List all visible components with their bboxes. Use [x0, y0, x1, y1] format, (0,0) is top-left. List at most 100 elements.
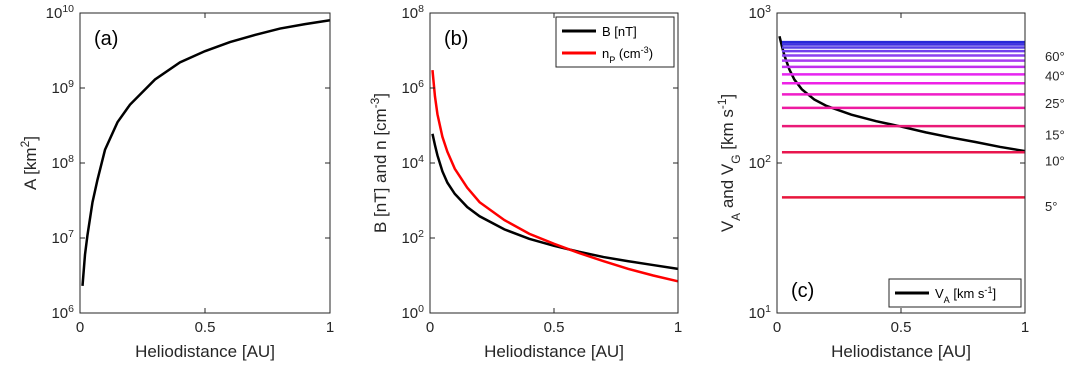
label-part: 2: [18, 140, 32, 147]
label-part: 10: [748, 305, 765, 322]
y-tick-label: 102: [748, 153, 771, 172]
label-part: G: [729, 154, 743, 163]
plot-area: [777, 13, 1025, 313]
label-part: 2: [418, 228, 424, 240]
label-part: 4: [418, 153, 424, 165]
x-tick-label: 0.5: [195, 319, 216, 336]
label-part: A [km: [21, 147, 40, 190]
x-axis-label: Heliodistance [AU]: [484, 342, 624, 361]
label-part: [km s: [950, 286, 985, 301]
y-tick-label: 106: [51, 303, 74, 322]
y-axis-label: A [km2]: [18, 136, 40, 190]
y-tick-label: 103: [748, 3, 771, 22]
label-part: 8: [418, 3, 424, 15]
label-part: 10: [51, 305, 68, 322]
label-part: 10: [748, 155, 765, 172]
label-part: ]: [993, 286, 997, 301]
label-part: -3: [641, 45, 649, 55]
label-part: 10: [51, 230, 68, 247]
panel-label: (a): [94, 28, 118, 50]
label-part: 10: [46, 5, 63, 22]
angle-label: 40°: [1045, 68, 1065, 83]
label-part: (cm: [615, 46, 640, 61]
y-tick-label: 106: [401, 78, 424, 97]
angle-label: 10°: [1045, 154, 1065, 169]
y-axis-label: VA and VG [km s-1]: [715, 94, 743, 232]
panel-label: (b): [444, 28, 468, 50]
legend-label: VA [km s-1]: [935, 285, 996, 305]
data-line: [778, 35, 1026, 153]
label-part: [km s: [718, 109, 737, 154]
y-tick-label: 108: [401, 3, 424, 22]
label-part: A: [944, 295, 951, 305]
data-line: [431, 133, 679, 271]
y-tick-label: 100: [401, 303, 424, 322]
y-tick-label: 1010: [46, 3, 75, 22]
label-part: 10: [401, 5, 418, 22]
label-part: 0: [418, 303, 424, 315]
label-part: and V: [718, 163, 737, 213]
legend-box: [555, 16, 675, 68]
x-tick-label: 1: [1021, 319, 1029, 336]
data-line: [81, 19, 331, 286]
label-part: 8: [68, 153, 74, 165]
x-tick-label: 0.5: [544, 319, 565, 336]
label-part: V: [935, 286, 944, 301]
x-tick-label: 0: [426, 319, 434, 336]
y-tick-label: 104: [401, 153, 424, 172]
label-part: ]: [21, 136, 40, 141]
label-part: 10: [51, 80, 68, 97]
label-part: ]: [371, 93, 390, 98]
y-tick-label: 107: [51, 228, 74, 247]
label-part: P: [609, 55, 615, 65]
label-part: 7: [68, 228, 74, 240]
x-tick-label: 0.5: [891, 319, 912, 336]
label-part: 2: [765, 153, 771, 165]
label-part: 10: [401, 80, 418, 97]
panel-label: (c): [791, 280, 814, 302]
x-tick-label: 0: [773, 319, 781, 336]
label-part: 10: [62, 3, 74, 15]
legend-label: nP (cm-3): [602, 45, 653, 65]
plot-area: [80, 13, 330, 313]
label-part: 3: [765, 3, 771, 15]
label-part: 10: [51, 155, 68, 172]
x-tick-label: 1: [326, 319, 334, 336]
label-part: n: [602, 46, 609, 61]
x-tick-label: 1: [674, 319, 682, 336]
label-part: -1: [984, 285, 992, 295]
y-tick-label: 108: [51, 153, 74, 172]
x-axis-label: Heliodistance [AU]: [135, 342, 275, 361]
label-part: 10: [748, 5, 765, 22]
angle-label: 25°: [1045, 96, 1065, 111]
y-tick-label: 109: [51, 78, 74, 97]
angle-label: 5°: [1045, 199, 1057, 214]
label-part: A: [729, 213, 743, 221]
label-part: V: [718, 220, 737, 232]
label-part: 10: [401, 305, 418, 322]
legend-label: B [nT]: [602, 24, 637, 39]
label-part: 9: [68, 78, 74, 90]
y-tick-label: 102: [401, 228, 424, 247]
label-part: 10: [401, 155, 418, 172]
angle-label: 15°: [1045, 128, 1065, 143]
data-line: [431, 69, 679, 283]
label-part: ): [649, 46, 653, 61]
y-tick-label: 101: [748, 303, 771, 322]
label-part: -3: [368, 97, 382, 108]
x-axis-label: Heliodistance [AU]: [831, 342, 971, 361]
y-axis-label: B [nT] and n [cm-3]: [368, 93, 390, 233]
label-part: 10: [401, 230, 418, 247]
label-part: 1: [765, 303, 771, 315]
label-part: -1: [715, 98, 729, 109]
x-tick-label: 0: [76, 319, 84, 336]
label-part: B [nT] and n [cm: [371, 108, 390, 233]
label-part: ]: [718, 94, 737, 99]
label-part: 6: [68, 303, 74, 315]
angle-label: 60°: [1045, 49, 1065, 64]
label-part: 6: [418, 78, 424, 90]
